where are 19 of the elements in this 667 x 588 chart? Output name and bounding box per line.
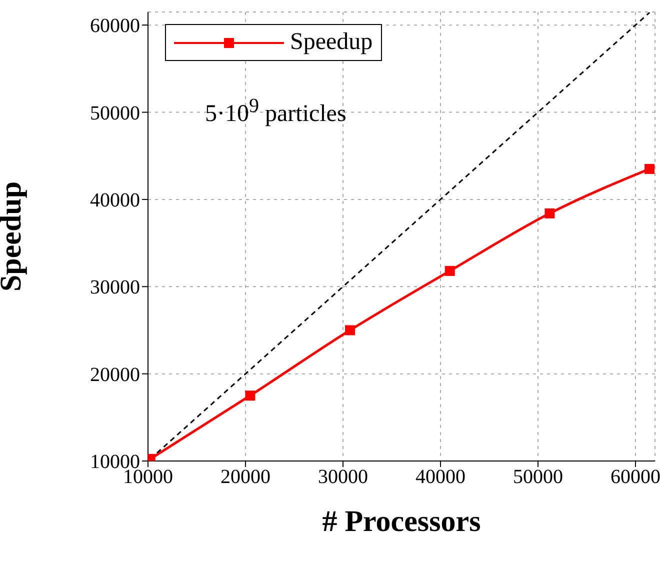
x-tick-label: 50000 bbox=[513, 466, 563, 488]
x-tick-label: 20000 bbox=[220, 466, 270, 488]
point bbox=[345, 325, 356, 336]
annotation: 5·10$^{9}$ particles bbox=[205, 95, 346, 128]
y-tick-label: 20000 bbox=[90, 364, 140, 386]
x-tick-label: 60000 bbox=[610, 466, 660, 488]
legend-label: Speedup bbox=[290, 29, 373, 56]
point bbox=[644, 164, 655, 174]
y-axis-title: Speedup bbox=[0, 181, 28, 292]
x-tick-label: 40000 bbox=[416, 466, 466, 488]
y-tick-label: 50000 bbox=[90, 102, 140, 124]
x-axis-title: # Processors bbox=[322, 505, 481, 538]
point bbox=[245, 390, 256, 401]
x-tick-label: 30000 bbox=[318, 466, 368, 488]
point bbox=[444, 266, 455, 276]
y-tick-label: 30000 bbox=[90, 276, 140, 299]
y-tick-label: 60000 bbox=[90, 15, 140, 38]
y-tick-label: 40000 bbox=[90, 190, 140, 212]
point bbox=[544, 208, 555, 218]
